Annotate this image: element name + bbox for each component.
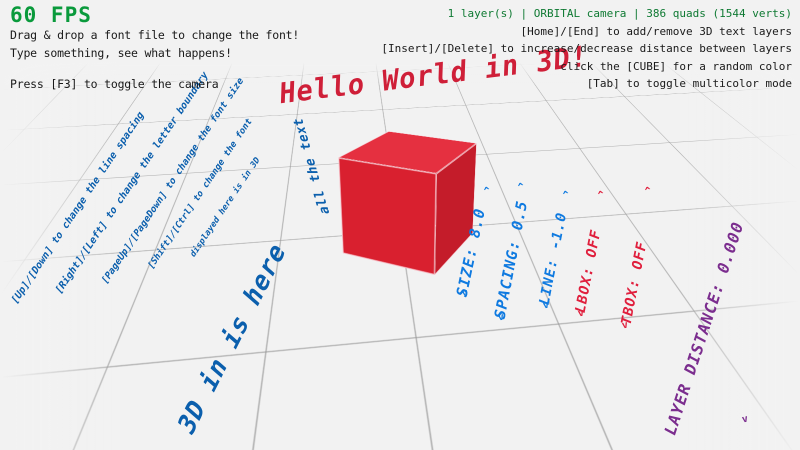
help-line-2: [PageUp]/[PageDown] to change the font s… xyxy=(100,75,246,287)
fps-counter: 60 FPS xyxy=(10,3,92,27)
scene-stats: 1 layer(s) | ORBITAL camera | 386 quads … xyxy=(447,7,792,20)
key-hint-cube-color: click the [CUBE] for a random color xyxy=(560,59,792,73)
key-hint-distance: [Insert]/[Delete] to increase/decrease d… xyxy=(381,42,792,56)
hint-camera-toggle: Press [F3] to toggle the camera xyxy=(10,76,219,91)
key-hint-layers: [Home]/[End] to add/remove 3D text layer… xyxy=(520,24,792,38)
key-hint-multicolor: [Tab] to toggle multicolor mode xyxy=(586,77,792,91)
help-line-1: [Right]/[Left] to change the letter boun… xyxy=(54,69,211,298)
hint-type: Type something, see what happens! xyxy=(10,45,232,60)
help-line-4: displayed here is in 3D xyxy=(188,155,262,260)
hud-right-panel: 1 layer(s) | ORBITAL camera | 386 quads … xyxy=(381,5,792,93)
hud-left-panel: 60 FPS Drag & drop a font file to change… xyxy=(10,3,300,94)
hint-dragdrop: Drag & drop a font file to change the fo… xyxy=(10,28,300,43)
help-line-0: [Up]/[Down] to change the line spacing xyxy=(10,109,146,307)
